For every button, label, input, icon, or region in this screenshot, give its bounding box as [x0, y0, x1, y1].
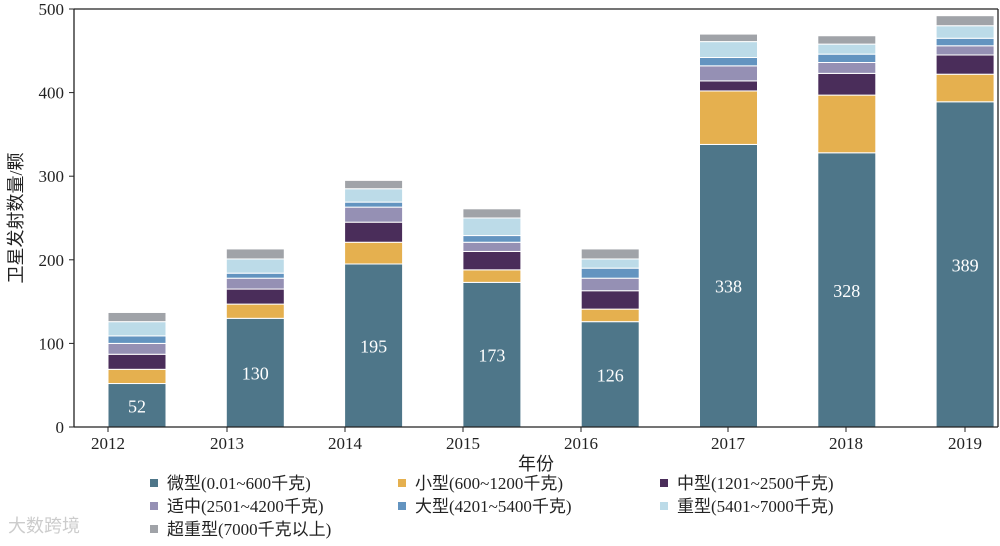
legend-swatch: [150, 502, 158, 510]
bar-segment-2013-2: [225, 288, 285, 305]
data-label: 328: [833, 281, 860, 301]
x-tick-label: 2015: [446, 434, 480, 453]
data-label: 130: [242, 364, 269, 384]
legend-swatch: [398, 502, 406, 510]
bar-segment-2012-6: [107, 311, 167, 323]
bar-segment-2013-1: [225, 303, 285, 319]
legend-swatch: [660, 502, 668, 510]
bar-segment-2013-4: [225, 272, 285, 279]
bar-segment-2015-3: [462, 241, 522, 252]
y-tick-label: 200: [39, 251, 65, 270]
legend-entry: 超重型(7000千克以上): [167, 520, 331, 539]
bar-segment-2019-5: [935, 25, 995, 39]
x-axis-title: 年份: [518, 454, 554, 474]
bar-segment-2016-4: [580, 267, 640, 279]
bar-segment-2019-3: [935, 45, 995, 56]
bar-segment-2015-2: [462, 250, 522, 271]
data-label: 195: [360, 336, 387, 356]
bar-segment-2017-1: [699, 90, 758, 145]
bar-segment-2018-3: [817, 62, 877, 74]
y-axis-title: 卫星发射数量/颗: [6, 152, 26, 283]
bar-segment-2019-4: [935, 37, 995, 47]
legend-entry: 微型(0.01~600千克): [167, 474, 311, 493]
bar-segment-2017-5: [699, 41, 758, 58]
legend-entry: 重型(5401~7000千克): [677, 497, 834, 516]
bar-segment-2019-0: [935, 101, 995, 428]
legend-swatch: [150, 479, 158, 487]
bar-segment-2013-6: [225, 248, 285, 260]
data-label: 126: [597, 365, 624, 385]
bar-segment-2012-2: [107, 353, 167, 370]
y-tick-label: 100: [39, 334, 65, 353]
legend-entry: 大型(4201~5400千克): [415, 497, 572, 516]
bar-segment-2015-5: [462, 217, 522, 237]
bar-segment-2012-4: [107, 335, 167, 344]
bar-segment-2015-6: [462, 208, 522, 219]
legend-entry: 小型(600~1200千克): [415, 474, 563, 493]
bar-segment-2018-4: [817, 53, 877, 64]
bar-segment-2015-1: [462, 269, 522, 283]
x-tick-label: 2014: [328, 434, 363, 453]
bar-segment-2018-2: [817, 72, 877, 96]
bar-segment-2016-1: [580, 308, 640, 323]
legend-swatch: [150, 525, 158, 533]
bar-segment-2017-3: [699, 65, 758, 82]
legend: 微型(0.01~600千克) 小型(600~1200千克) 中型(1201~2500…: [150, 474, 834, 539]
bar-segment-2016-3: [580, 277, 640, 292]
bar-segment-2014-4: [344, 201, 404, 208]
legend-swatch: [398, 479, 406, 487]
bar-segment-2016-0: [580, 321, 640, 428]
data-label: 173: [478, 346, 505, 366]
bar-segment-2013-0: [225, 317, 285, 428]
x-tick-label: 2018: [829, 434, 863, 453]
bar-segment-2014-2: [344, 221, 404, 243]
bar-segment-2017-6: [699, 33, 758, 43]
watermark: 大数跨境: [8, 516, 80, 537]
bar-segment-2019-2: [935, 54, 995, 75]
bar-segment-2014-6: [344, 179, 404, 190]
legend-entry: 中型(1201~2500千克): [677, 474, 834, 493]
bar-segment-2017-2: [699, 80, 758, 92]
axes-layer: 0 100 200 300 400 500 2012 2013 2014 2015 2016 2017…: [39, 0, 999, 453]
x-tick-label: 2017: [711, 434, 746, 453]
x-tick-label: 2019: [948, 434, 982, 453]
legend-swatch: [660, 479, 668, 487]
bar-segment-2016-5: [580, 258, 640, 269]
bar-segment-2012-3: [107, 342, 167, 355]
x-tick-label: 2013: [210, 434, 244, 453]
bar-segment-2013-3: [225, 277, 285, 290]
bar-segment-2014-3: [344, 206, 404, 223]
bar-segment-2016-2: [580, 290, 640, 310]
bar-segment-2014-5: [344, 188, 404, 203]
y-tick-label: 300: [39, 167, 65, 186]
data-label: 52: [128, 396, 146, 416]
x-tick-label: 2012: [91, 434, 125, 453]
bar-segment-2015-4: [462, 235, 522, 243]
bars-layer: 52 130 195 173 126 338 328 389: [107, 15, 995, 428]
bar-segment-2017-0: [699, 143, 758, 428]
data-label: 338: [715, 277, 742, 297]
bar-segment-2018-5: [817, 43, 877, 55]
bar-segment-2015-0: [462, 281, 522, 428]
bar-segment-2012-0: [107, 383, 167, 428]
bar-segment-2013-5: [225, 258, 285, 274]
data-label: 389: [952, 255, 979, 275]
bar-segment-2012-1: [107, 368, 167, 385]
bar-segment-2019-1: [935, 73, 995, 103]
bar-segment-2016-6: [580, 248, 640, 260]
bar-segment-2019-6: [935, 15, 995, 27]
bar-segment-2014-1: [344, 241, 404, 265]
bar-segment-2012-5: [107, 321, 167, 337]
bar-segment-2018-1: [817, 94, 877, 154]
bar-segment-2018-6: [817, 35, 877, 45]
y-tick-label: 500: [39, 0, 65, 19]
legend-entry: 适中(2501~4200千克): [167, 497, 324, 516]
y-tick-label: 0: [56, 418, 65, 437]
x-tick-label: 2016: [564, 434, 598, 453]
bar-segment-2017-4: [699, 56, 758, 67]
y-tick-label: 400: [39, 84, 65, 103]
